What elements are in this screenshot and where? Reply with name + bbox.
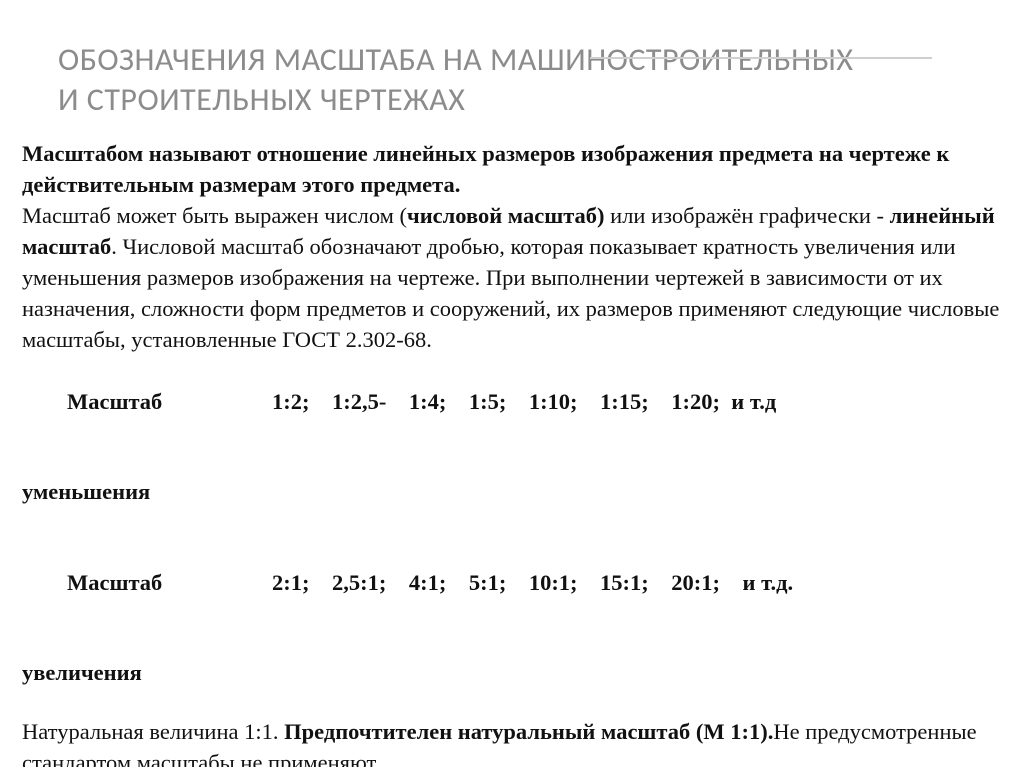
scale-enlarge-values: 2:1; 2,5:1; 4:1; 5:1; 10:1; 15:1; 20:1; … (272, 570, 793, 595)
scale-enlarge-label: Масштаб (67, 567, 272, 598)
title-underline (590, 57, 932, 59)
slide-title: ОБОЗНАЧЕНИЯ МАСШТАБА НА МАШИНОСТРОИТЕЛЬН… (22, 40, 1002, 120)
para-frag-1: Масштаб может быть выражен числом ( (22, 203, 407, 228)
scale-reduce-values: 1:2; 1:2,5- 1:4; 1:5; 1:10; 1:15; 1:20; … (272, 389, 776, 414)
title-line-1: ОБОЗНАЧЕНИЯ МАСШТАБА НА МАШИНОСТРОИТЕЛЬН… (58, 40, 854, 79)
slide-body: Масштабом называют отношение линейных ра… (22, 138, 1002, 767)
scale-reduce-sub: уменьшения (22, 476, 1002, 507)
scale-reduce-block: Масштаб1:2; 1:2,5- 1:4; 1:5; 1:10; 1:15;… (22, 355, 1002, 507)
natural-paragraph: Натуральная величина 1:1. Предпочтителен… (22, 716, 1002, 767)
para-frag-2: числовой масштаб) (407, 203, 605, 228)
title-line-2: И СТРОИТЕЛЬНЫХ ЧЕРТЕЖАХ (58, 80, 465, 119)
scale-reduce-row: Масштаб1:2; 1:2,5- 1:4; 1:5; 1:10; 1:15;… (22, 355, 1002, 448)
para-frag-5: . Числовой масштаб обозначают дробью, ко… (22, 234, 999, 352)
definition-text: Масштабом называют отношение линейных ра… (22, 138, 1002, 200)
scale-enlarge-block: Масштаб2:1; 2,5:1; 4:1; 5:1; 10:1; 15:1;… (22, 536, 1002, 688)
scale-enlarge-row: Масштаб2:1; 2,5:1; 4:1; 5:1; 10:1; 15:1;… (22, 536, 1002, 629)
scale-reduce-label: Масштаб (67, 386, 272, 417)
para-frag-3: или изображён графически - (605, 203, 890, 228)
scale-enlarge-sub: увеличения (22, 657, 1002, 688)
natural-frag-2: Предпочтителен натуральный масштаб (М 1:… (284, 719, 773, 744)
natural-frag-1: Натуральная величина 1:1. (22, 719, 284, 744)
paragraph-main: Масштаб может быть выражен числом (число… (22, 200, 1002, 355)
slide: ОБОЗНАЧЕНИЯ МАСШТАБА НА МАШИНОСТРОИТЕЛЬН… (0, 0, 1024, 767)
